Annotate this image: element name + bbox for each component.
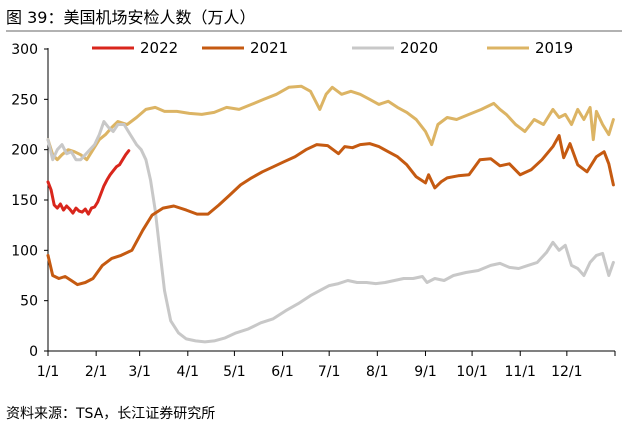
legend-label-2022: 2022: [140, 39, 178, 57]
x-tick-label: 5/1: [223, 364, 246, 380]
series-line-2021: [46, 134, 615, 287]
series-line-2019: [46, 84, 615, 162]
x-tick-label: 4/1: [177, 364, 200, 380]
series-line-2022: [46, 149, 131, 216]
y-tick-label: 0: [29, 344, 38, 360]
x-tick-label: 6/1: [271, 364, 294, 380]
legend-label-2021: 2021: [250, 39, 288, 57]
legend-label-2020: 2020: [400, 39, 438, 57]
x-tick-label: 10/1: [456, 364, 487, 380]
series-line-2020: [46, 120, 615, 344]
y-tick-label: 50: [20, 294, 38, 310]
y-tick-label: 300: [11, 42, 38, 58]
x-tick-label: 11/1: [505, 364, 536, 380]
y-tick-label: 200: [11, 143, 38, 159]
title-divider: [6, 30, 622, 32]
x-tick-label: 8/1: [366, 364, 389, 380]
x-tick-label: 3/1: [128, 364, 151, 380]
x-tick-label: 1/1: [37, 364, 60, 380]
source-note: 资料来源：TSA，长江证券研究所: [6, 406, 216, 422]
x-tick-label: 12/1: [551, 364, 582, 380]
y-tick-label: 100: [11, 243, 38, 259]
x-tick-label: 2/1: [85, 364, 108, 380]
y-tick-label: 150: [11, 193, 38, 209]
x-tick-label: 7/1: [318, 364, 341, 380]
chart-title: 图 39：美国机场安检人数（万人）: [6, 4, 622, 32]
y-tick-label: 250: [11, 92, 38, 108]
figure-label: 图 39：: [6, 8, 64, 27]
legend-label-2019: 2019: [535, 39, 573, 57]
chart-title-text: 美国机场安检人数（万人）: [63, 8, 256, 27]
x-tick-label: 9/1: [414, 364, 437, 380]
